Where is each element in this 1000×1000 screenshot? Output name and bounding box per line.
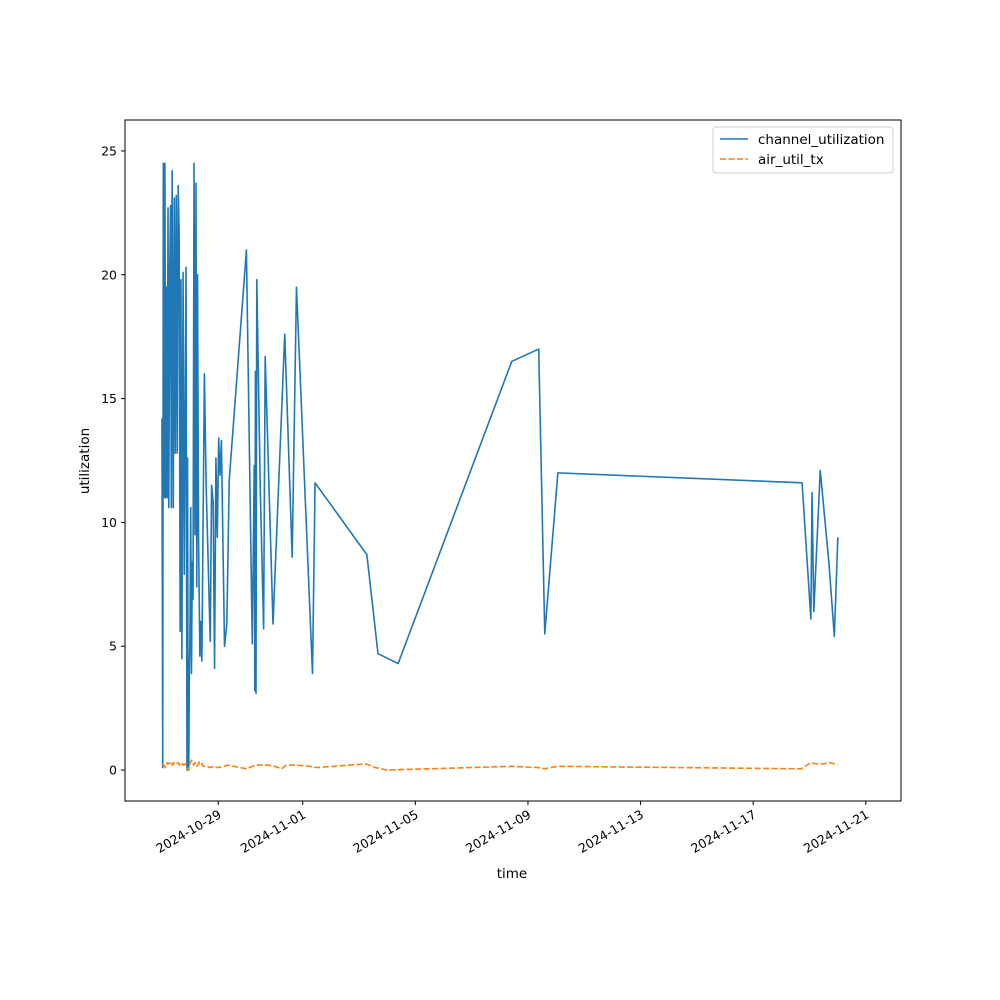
legend-label-channel-utilization: channel_utilization (758, 132, 885, 148)
y-tick-label: 5 (109, 639, 117, 654)
y-tick-label: 20 (101, 267, 117, 282)
legend-frame (712, 126, 894, 174)
series-line-air-util-tx (161, 759, 838, 771)
x-axis-label: time (497, 866, 528, 882)
legend-label-air-util-tx: air_util_tx (758, 152, 824, 168)
legend: channel_utilization air_util_tx (712, 126, 894, 174)
y-tick-label: 10 (101, 515, 117, 530)
y-tick-label: 0 (109, 763, 117, 778)
series-layer (161, 162, 839, 771)
y-axis: 0 5 10 15 20 25 (101, 143, 125, 778)
y-tick-label: 25 (101, 143, 117, 158)
series-line-channel-utilization (161, 162, 839, 771)
y-axis-label: utilization (77, 428, 93, 494)
plot-frame (124, 119, 902, 802)
y-tick-label: 15 (101, 391, 117, 406)
